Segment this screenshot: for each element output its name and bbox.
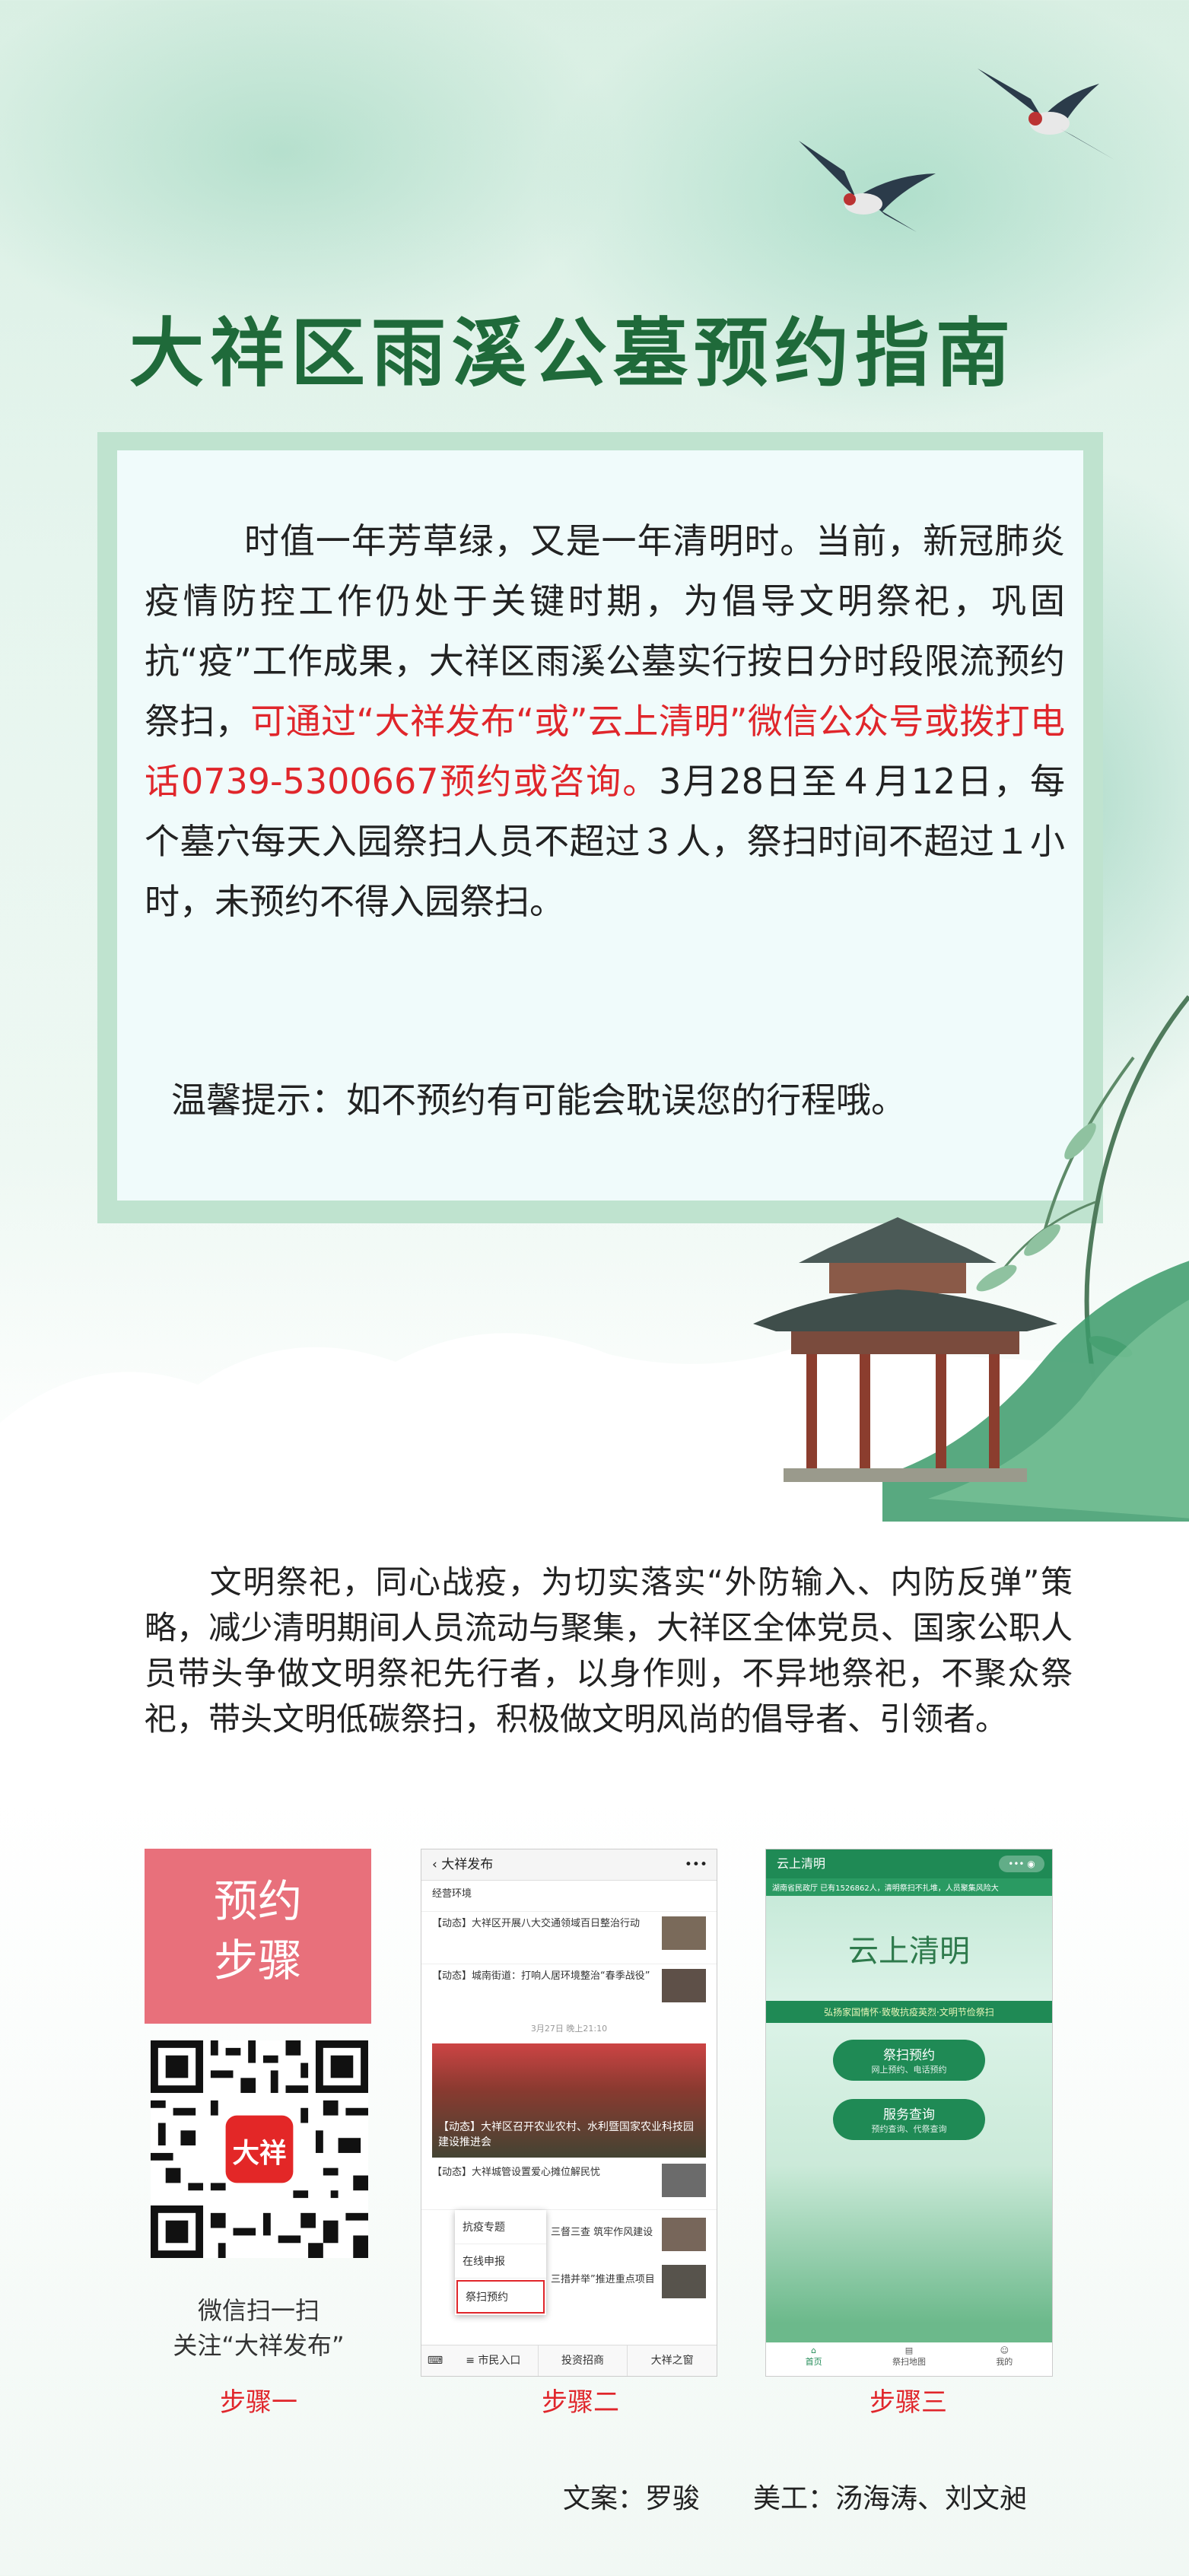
tab-map[interactable]: ▤ 祭扫地图 (861, 2342, 956, 2376)
swallow-icon (799, 141, 936, 232)
qr-logo-text: 大祥 (232, 2138, 286, 2169)
tab-daxiang-window[interactable]: 大祥之窗 (627, 2345, 717, 2376)
tip-text: 温馨提示：如不预约有可能会耽误您的行程哦。 (171, 1080, 906, 1121)
phone3-logo: 云上清明 (848, 1934, 970, 1969)
phone2-title: 大祥发布 (441, 1857, 494, 1872)
menu-item-tomb-booking[interactable]: 祭扫预约 (456, 2280, 545, 2314)
credit-copywriter: 文案：罗骏 (563, 2483, 701, 2514)
menu-item-anti-epidemic[interactable]: 抗疫专题 (455, 2210, 546, 2244)
phone-screenshot-step3: 云上清明 ••• ◉ 湖南省民政厅 已有1526862人，清明祭扫不扎堆，人员聚… (765, 1849, 1053, 2377)
tab-home[interactable]: ⌂ 首页 (766, 2342, 861, 2376)
credit-artist: 美工：汤海涛、刘文昶 (753, 2483, 1028, 2514)
more-icon[interactable]: ••• (684, 1857, 707, 1872)
menu-item-online-apply[interactable]: 在线申报 (455, 2244, 546, 2279)
qr-code[interactable]: 大祥 (151, 2040, 368, 2258)
phone2-news-row[interactable]: 【动态】城南街道：打响人居环境整治“春季战役” (421, 1964, 717, 2016)
news-thumbnail (662, 2164, 706, 2197)
intro-paragraph: 时值一年芳草绿，又是一年清明时。当前，新冠肺炎疫情防控工作仍处于关键时期，为倡导… (145, 511, 1065, 932)
steps-title-box: 预约 步骤 (145, 1849, 371, 2024)
phone2-tabbar: ⌨ ≡ 市民入口 投资招商 大祥之窗 (421, 2345, 717, 2376)
phone2-news-row[interactable]: 【动态】大祥区开展八大交通领域百日整治行动 (421, 1911, 717, 1964)
tab-citizen-entry[interactable]: ≡ 市民入口 (466, 2355, 521, 2367)
background-wash-left (0, 0, 624, 350)
news-thumbnail (662, 2218, 706, 2251)
keyboard-icon[interactable]: ⌨ (427, 2355, 443, 2367)
phone3-tabbar: ⌂ 首页 ▤ 祭扫地图 ☺ 我的 (766, 2342, 1052, 2376)
phone3-title: 云上清明 (777, 1856, 826, 1871)
map-icon: ▤ (904, 2345, 914, 2355)
phone3-banner: 弘扬家国情怀·致敬抗疫英烈·文明节俭祭扫 (766, 2001, 1052, 2023)
steps-title-line2: 步骤 (213, 1935, 302, 1986)
intro-text-end: 3月28日至４月12日，每个墓穴每天入园祭扫人员不超过３人，祭扫时间不超过１小时… (145, 761, 1066, 922)
capsule-menu-icon[interactable]: ••• ◉ (999, 1856, 1044, 1872)
body-paragraph: 文明祭祀，同心战疫，为切实落实“外防输入、内防反弹”策略，减少清明期间人员流动与… (145, 1560, 1073, 1742)
pavilion-illustration (753, 1217, 1057, 1482)
tab-mine[interactable]: ☺ 我的 (957, 2342, 1052, 2376)
body-text: 文明祭祀，同心战疫，为切实落实“外防输入、内防反弹”策略，减少清明期间人员流动与… (145, 1563, 1073, 1738)
follow-instruction: 关注“大祥发布” (173, 2331, 345, 2360)
news-thumbnail (662, 1969, 706, 2002)
news-thumbnail (662, 2265, 706, 2298)
back-icon[interactable]: ‹ (432, 1857, 437, 1872)
home-icon: ⌂ (811, 2345, 817, 2355)
intro-red-text: 可通过“大祥发布“或”云上清明”微信公众号或拨打电话0739-5300667预约… (145, 701, 1065, 802)
credits: 文案：罗骏 美工：汤海涛、刘文昶 (563, 2476, 1080, 2516)
service-query-button[interactable]: 服务查询 预约查询、代祭查询 (833, 2099, 985, 2140)
phone2-lower-list: 三督三查 筑牢作风建设 三措并举”推进重点项目 抗疫专题 在线申报 祭扫预约 (421, 2210, 717, 2317)
user-icon: ☺ (1000, 2345, 1009, 2355)
step-label-1: 步骤一 (220, 2387, 297, 2418)
phone2-news-row[interactable]: 【动态】大祥城管设置爱心摊位解民忧 (421, 2158, 717, 2210)
step-label-2: 步骤二 (542, 2387, 619, 2418)
phone2-feature-image[interactable]: 【动态】大祥区召开农业农村、水利暨国家农业科技园建设推进会 (432, 2043, 706, 2158)
phone2-header: ‹ 大祥发布 ••• (421, 1849, 717, 1881)
green-hill-illustration (882, 1261, 1189, 1522)
tab-investment[interactable]: 投资招商 (537, 2345, 628, 2376)
booking-button[interactable]: 祭扫预约 网上预约、电话预约 (833, 2040, 985, 2081)
phone2-popup-menu: 抗疫专题 在线申报 祭扫预约 (455, 2210, 546, 2315)
news-thumbnail (662, 1916, 706, 1950)
phone-screenshot-step2: ‹ 大祥发布 ••• 经营环境 【动态】大祥区开展八大交通领域百日整治行动 【动… (421, 1849, 717, 2377)
scan-instruction: 微信扫一扫 (197, 2296, 320, 2325)
phone2-timestamp: 3月27日 晚上21:10 (530, 2024, 608, 2034)
phone3-header: 云上清明 ••• ◉ (766, 1849, 1052, 1878)
steps-title-line1: 预约 (213, 1875, 302, 1927)
page-title: 大祥区雨溪公墓预约指南 (129, 310, 1017, 397)
intro-card (117, 450, 1083, 1201)
phone2-item: 经营环境 (432, 1888, 472, 1900)
phone3-ticker: 湖南省民政厅 已有1526862人，清明祭扫不扎堆，人员聚集风险大 (766, 1878, 1052, 1896)
swallow-icon (978, 68, 1114, 160)
intro-text: 时值一年芳草绿，又是一年清明时。当前，新冠肺炎疫情防控工作仍处于关键时期，为倡导… (145, 520, 1065, 742)
step-label-3: 步骤三 (869, 2387, 947, 2418)
